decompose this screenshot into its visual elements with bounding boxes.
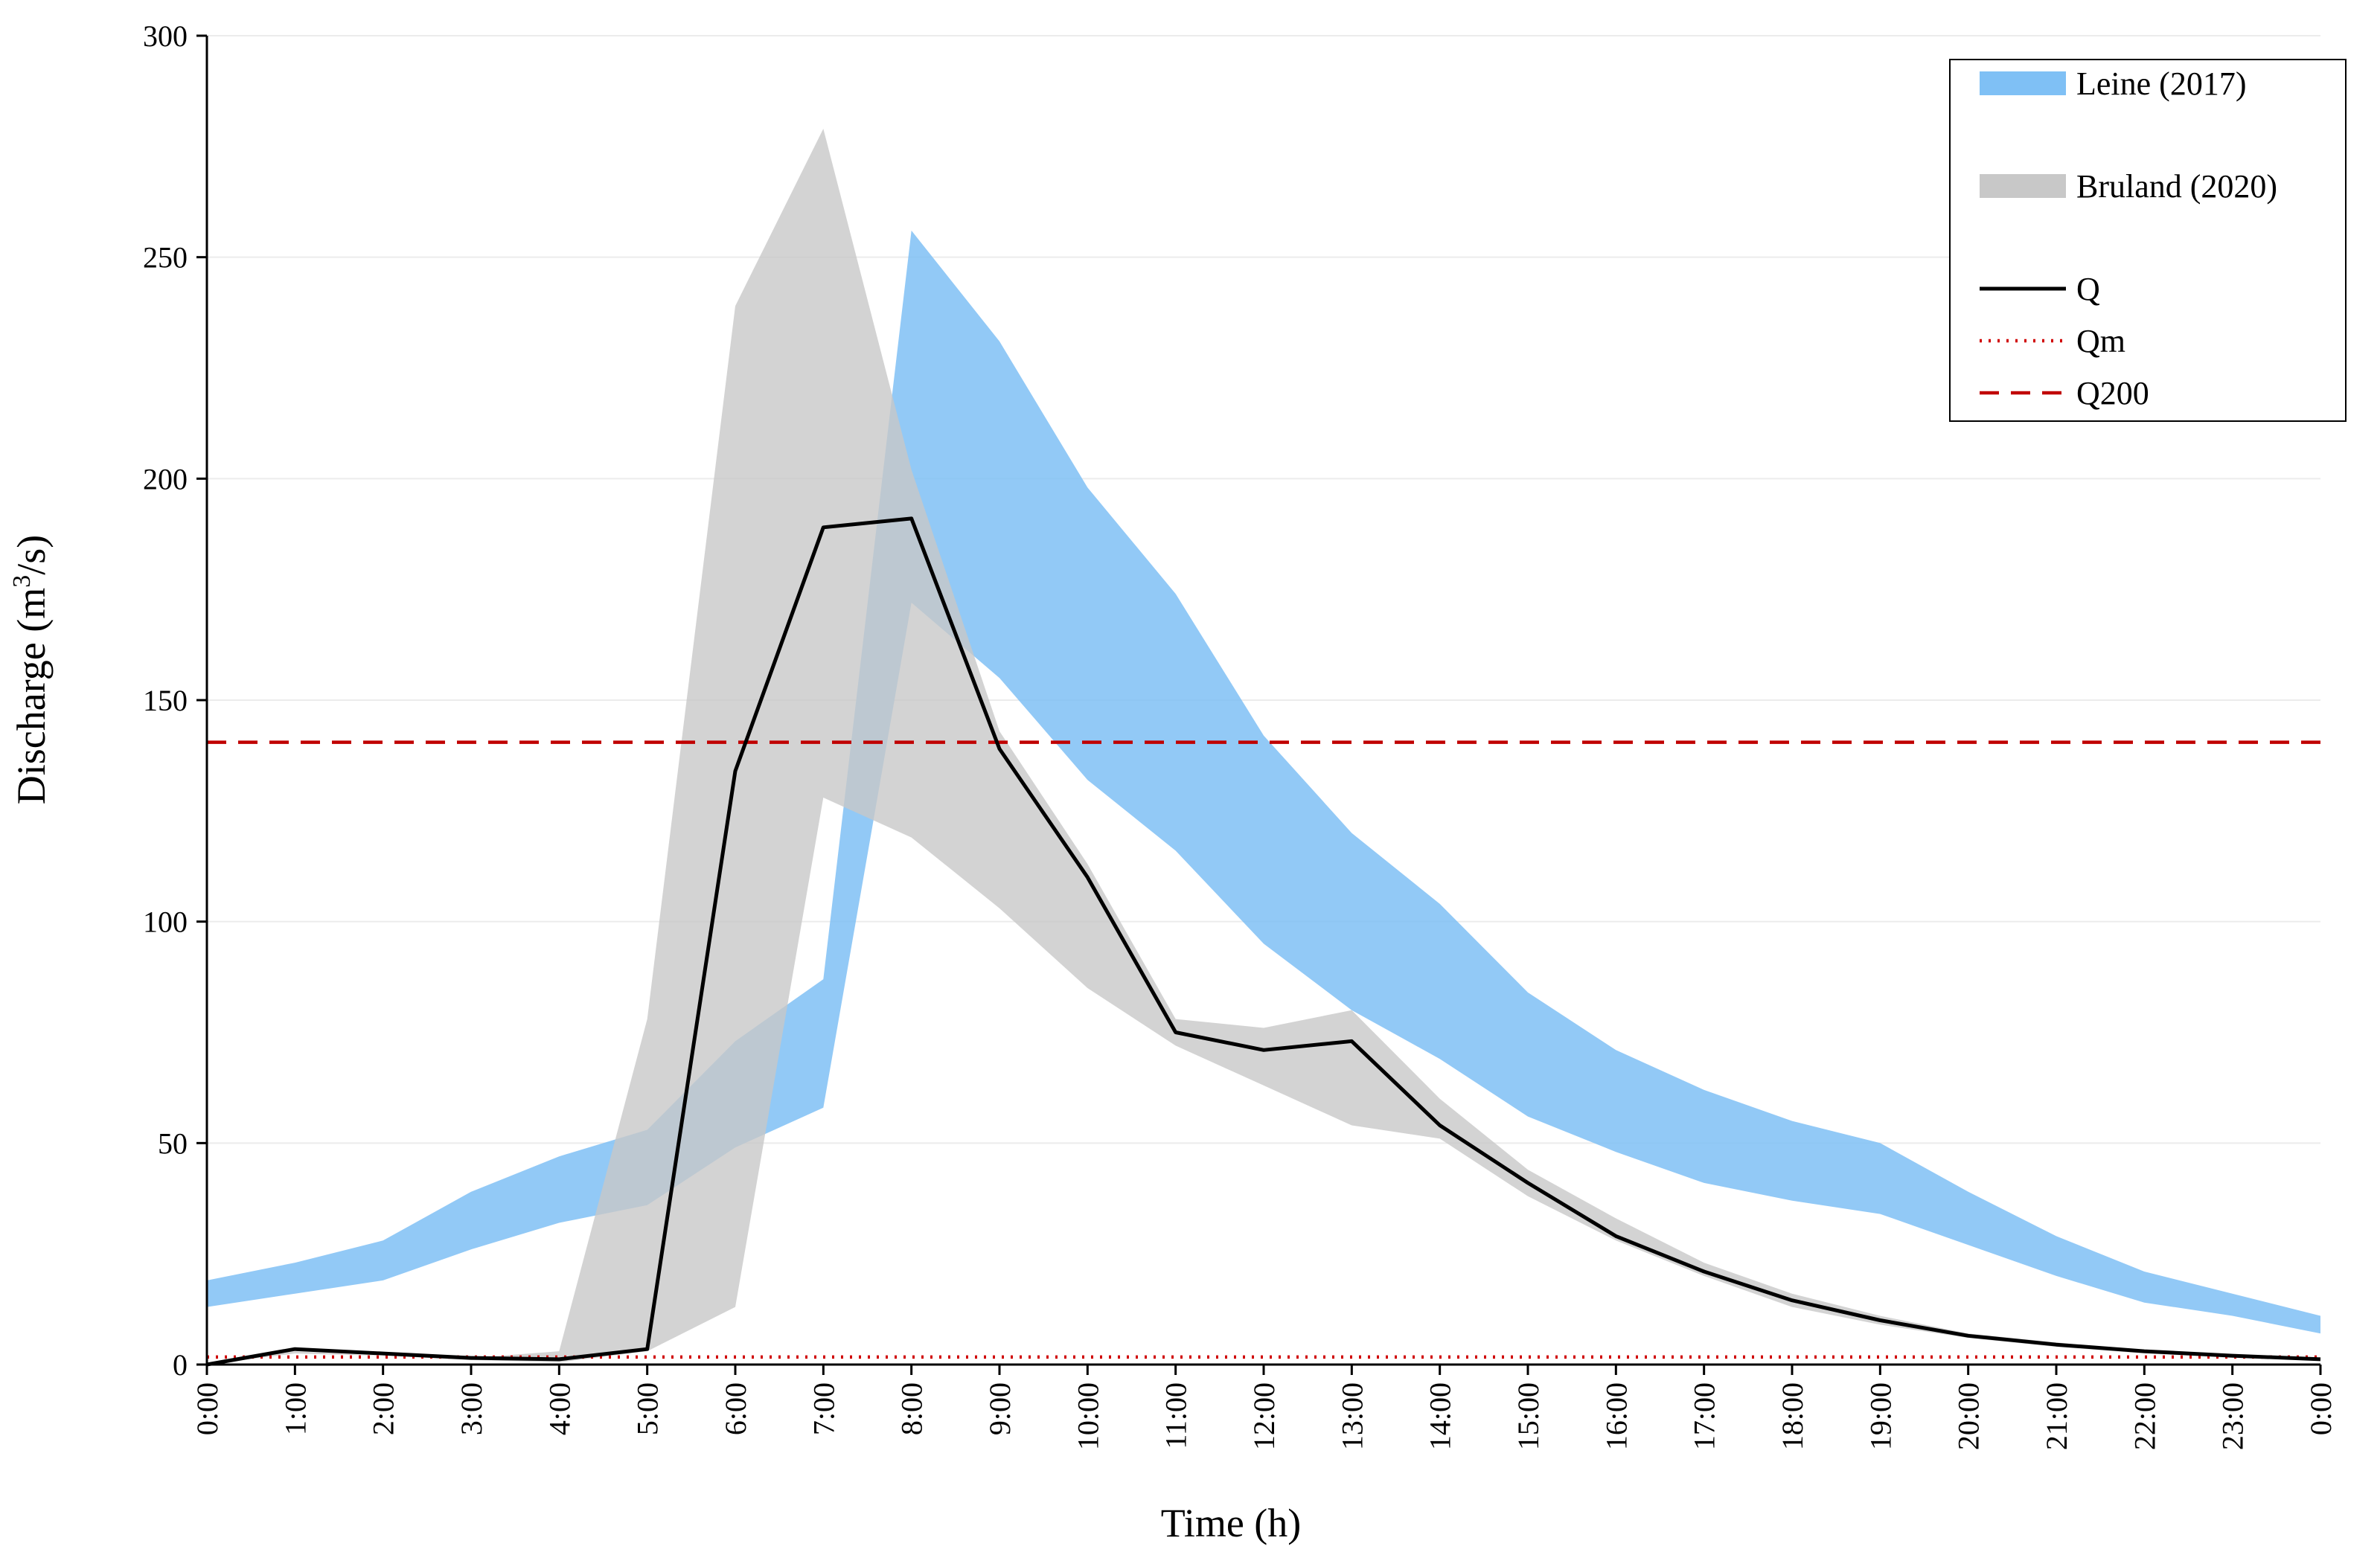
y-tick-label-150: 150 — [143, 684, 188, 717]
grid-lines — [207, 35, 2320, 1144]
x-tick-label-11: 11:00 — [1159, 1382, 1193, 1449]
legend-label-bruland-2020: Bruland (2020) — [2076, 168, 2277, 205]
x-tick-label-21: 21:00 — [2040, 1382, 2073, 1450]
legend-box — [1949, 59, 2347, 422]
x-tick-label-22: 22:00 — [2128, 1382, 2161, 1450]
x-tick-label-8: 8:00 — [895, 1382, 929, 1435]
legend-swatch-bruland-2020 — [1980, 174, 2066, 198]
y-tick-label-0: 0 — [173, 1348, 188, 1382]
x-tick-label-3: 3:00 — [455, 1382, 488, 1435]
x-tick-label-10: 10:00 — [1071, 1382, 1104, 1450]
y-tick-label-50: 50 — [158, 1126, 188, 1160]
y-tick-label-250: 250 — [143, 241, 188, 275]
x-tick-label-12: 12:00 — [1247, 1382, 1281, 1450]
x-tick-label-7: 7:00 — [807, 1382, 840, 1435]
x-tick-label-6: 6:00 — [719, 1382, 752, 1435]
y-axis-title-superscript: 3 — [8, 575, 36, 588]
y-tick-label-100: 100 — [143, 905, 188, 939]
x-tick-label-19: 19:00 — [1864, 1382, 1897, 1450]
x-tick-label-13: 13:00 — [1335, 1382, 1369, 1450]
legend-swatch-leine-2017 — [1980, 71, 2066, 95]
band-bruland-2020 — [207, 129, 2320, 1365]
y-tick-label-200: 200 — [143, 462, 188, 496]
x-tick-label-4: 4:00 — [543, 1382, 576, 1435]
legend: Leine (2017) Bruland (2020) Q Qm Q200 — [1949, 59, 2347, 422]
uncertainty-bands — [207, 129, 2320, 1365]
legend-label-q200: Q200 — [2076, 375, 2149, 411]
series-lines — [206, 516, 2321, 1367]
x-tick-label-16: 16:00 — [1599, 1382, 1633, 1450]
legend-label-leine-2017: Leine (2017) — [2076, 65, 2246, 102]
y-axis-title: Discharge (m3/s) — [8, 535, 54, 804]
x-tick-label-2: 2:00 — [367, 1382, 400, 1435]
x-tick-label-14: 14:00 — [1424, 1382, 1457, 1450]
x-tick-label-20: 20:00 — [1952, 1382, 1986, 1450]
x-tick-label-17: 17:00 — [1688, 1382, 1721, 1450]
legend-label-qm: Qm — [2076, 323, 2125, 359]
y-tick-label-300: 300 — [143, 19, 188, 53]
x-tick-label-15: 15:00 — [1512, 1382, 1545, 1450]
x-tick-label-23: 23:00 — [2216, 1382, 2250, 1450]
series-line-q — [206, 516, 2321, 1367]
x-tick-label-1: 1:00 — [278, 1382, 312, 1435]
x-tick-label-9: 9:00 — [983, 1382, 1017, 1435]
x-tick-label-5: 5:00 — [631, 1382, 665, 1435]
x-ticks: 0:00 1:00 2:00 3:00 4:00 5:00 6:00 7:00 8:00 9:00… — [191, 1365, 2338, 1450]
x-axis-title: Time (h) — [1161, 1501, 1302, 1545]
y-axis-title-main: Discharge (m — [9, 588, 54, 804]
x-tick-label-18: 18:00 — [1776, 1382, 1809, 1450]
y-ticks: 0 50 100 150 200 250 300 — [143, 19, 207, 1382]
x-tick-label-24: 0:00 — [2304, 1382, 2338, 1435]
x-tick-label-0: 0:00 — [191, 1382, 224, 1435]
legend-label-q: Q — [2076, 271, 2100, 307]
y-axis-title-end: /s) — [9, 535, 54, 575]
